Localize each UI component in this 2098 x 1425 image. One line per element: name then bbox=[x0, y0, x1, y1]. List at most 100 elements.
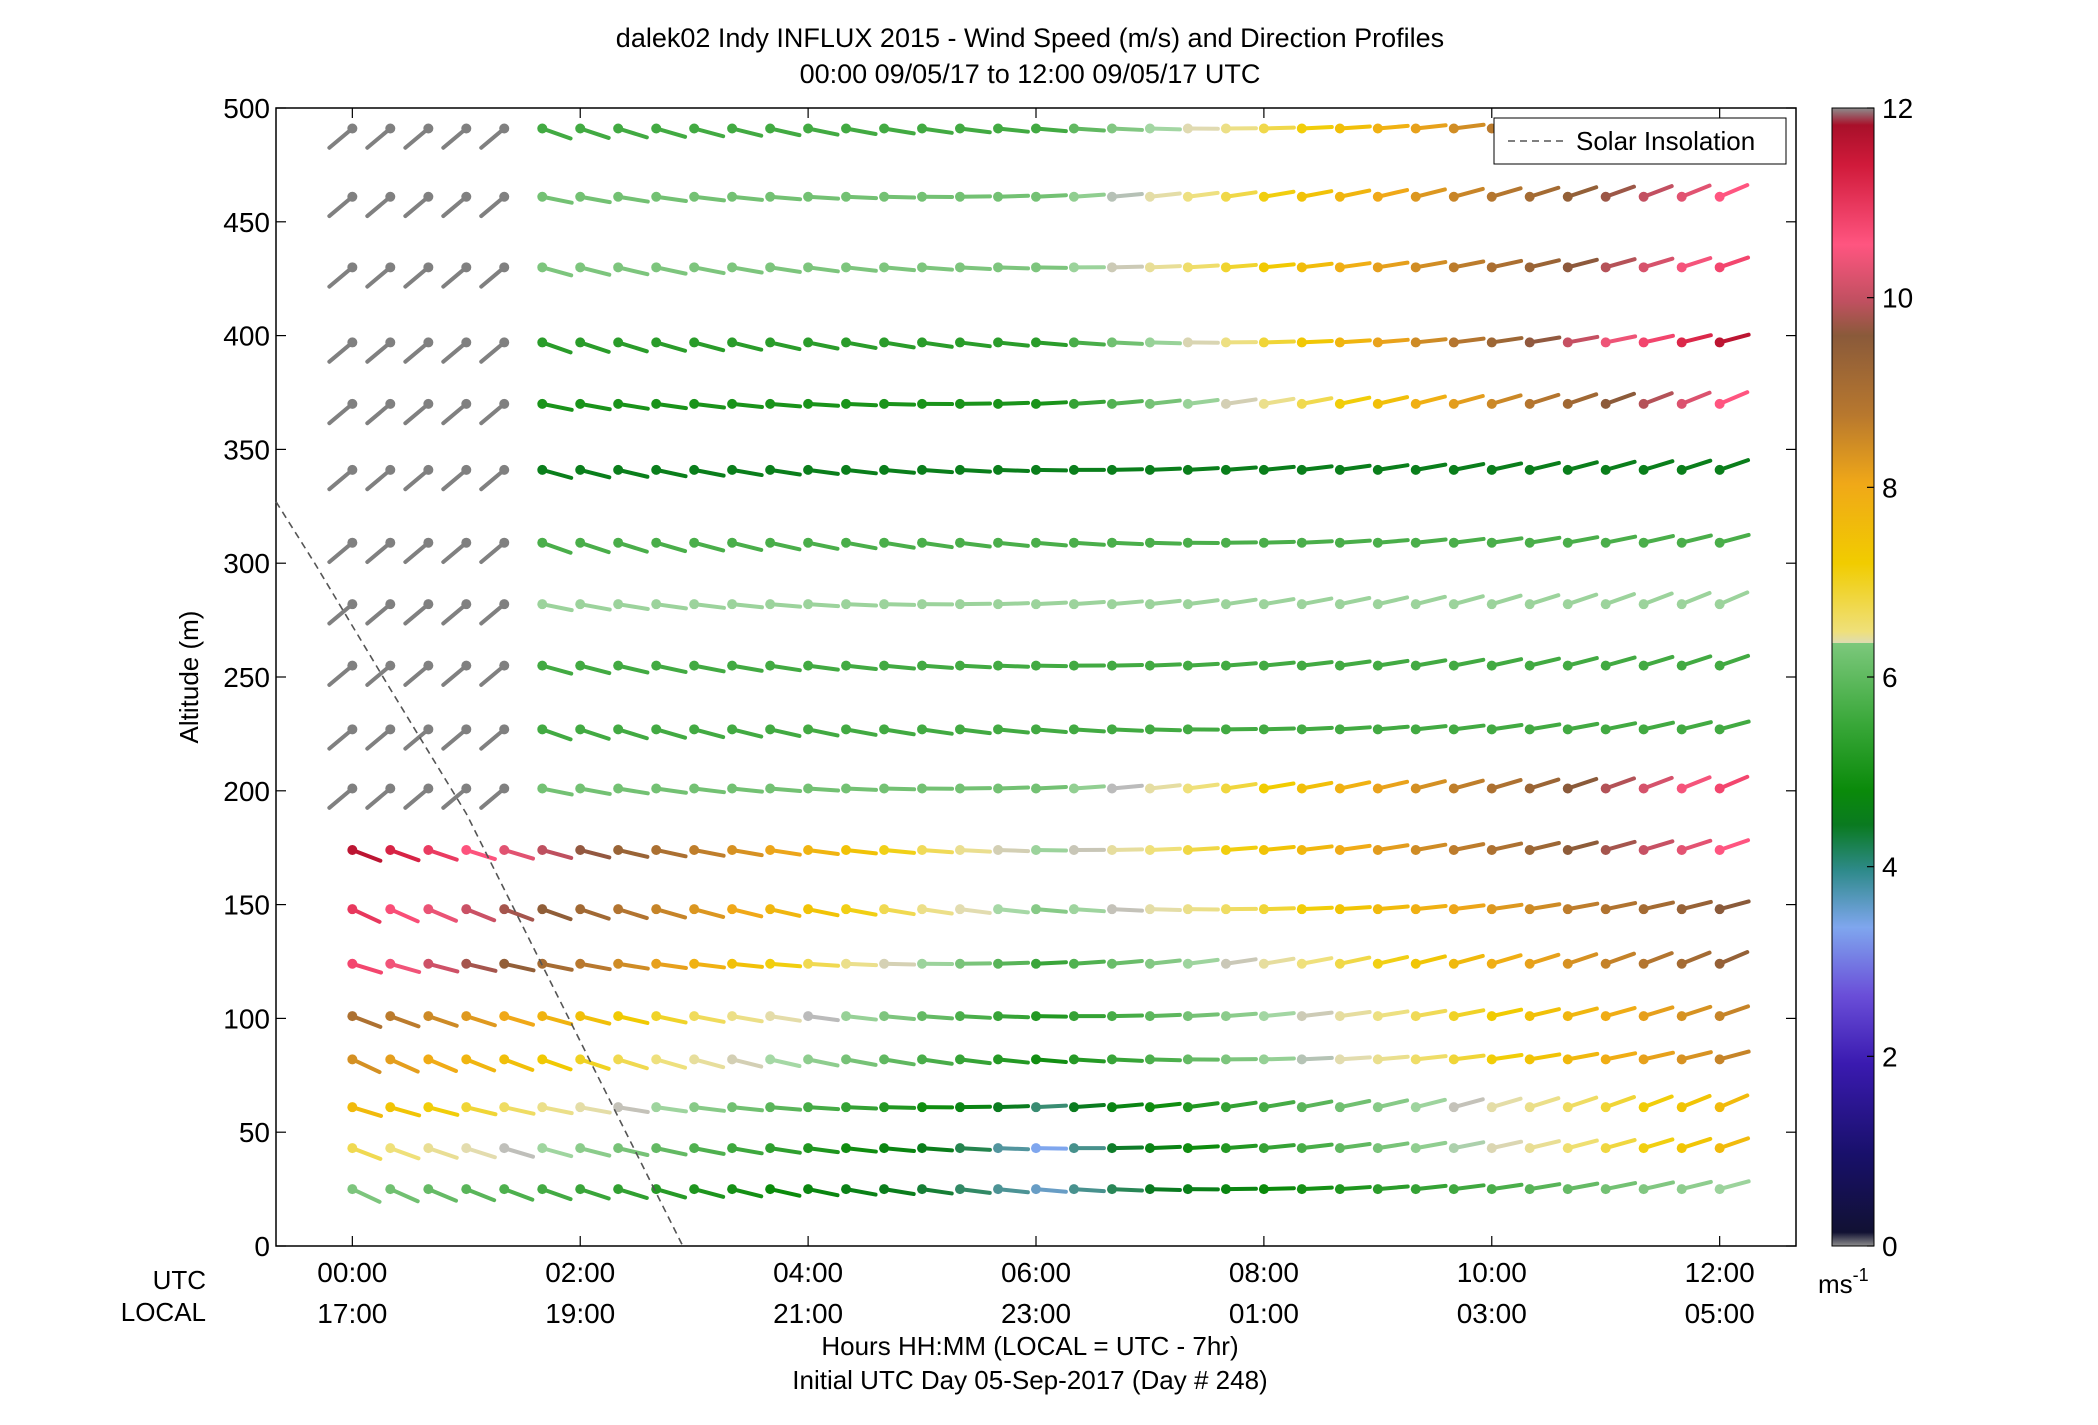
wind-barb bbox=[1641, 1180, 1675, 1192]
wind-barb bbox=[958, 540, 992, 549]
wind-barb-dot bbox=[1182, 844, 1193, 855]
wind-barb-dot bbox=[917, 1102, 928, 1113]
wind-barb bbox=[403, 340, 431, 364]
wind-barb bbox=[654, 1014, 688, 1025]
wind-barb-dot bbox=[955, 844, 965, 855]
wind-barb-dot bbox=[347, 1054, 358, 1065]
wind-barb bbox=[1110, 907, 1144, 913]
wind-barb-dot bbox=[1524, 464, 1535, 475]
wind-barb-dot bbox=[1714, 599, 1725, 610]
wind-barb bbox=[1679, 950, 1712, 966]
wind-barb bbox=[1527, 335, 1562, 345]
wind-barb-dot bbox=[423, 537, 434, 548]
wind-barb bbox=[1299, 261, 1334, 270]
wind-barb bbox=[1261, 726, 1296, 732]
wind-barb-dot bbox=[879, 844, 890, 855]
wind-barb-dot bbox=[537, 398, 548, 409]
wind-barb bbox=[1489, 1096, 1523, 1110]
wind-barb-dot bbox=[1031, 337, 1041, 348]
wind-barb bbox=[1679, 1004, 1713, 1019]
wind-barb bbox=[654, 1105, 688, 1114]
wind-barb bbox=[768, 467, 802, 477]
wind-barb bbox=[806, 467, 840, 476]
wind-barb bbox=[1603, 1051, 1638, 1062]
wind-barb-dot bbox=[1258, 537, 1269, 548]
wind-barb bbox=[958, 340, 992, 349]
wind-barb-dot bbox=[1448, 724, 1459, 735]
wind-barb-dot bbox=[1600, 464, 1611, 475]
wind-barb-dot bbox=[1068, 844, 1079, 855]
wind-barb-dot bbox=[347, 191, 358, 202]
wind-barb-dot bbox=[841, 844, 852, 855]
wind-barb bbox=[1299, 125, 1334, 131]
wind-barb-dot bbox=[1714, 724, 1725, 735]
wind-barb-dot bbox=[993, 724, 1004, 735]
wind-barb-dot bbox=[1714, 1054, 1725, 1065]
wind-barb bbox=[1223, 262, 1258, 270]
wind-barb bbox=[806, 663, 840, 672]
wind-barb bbox=[1451, 903, 1486, 912]
wind-barb bbox=[1034, 1014, 1068, 1019]
wind-barb-dot bbox=[1031, 958, 1041, 969]
wind-barb bbox=[654, 602, 688, 611]
wind-barb-dot bbox=[1296, 398, 1307, 409]
wind-barb-dot bbox=[1068, 1184, 1079, 1195]
wind-barb-dot bbox=[879, 337, 890, 348]
wind-barb bbox=[1489, 841, 1524, 852]
wind-barb bbox=[365, 602, 393, 626]
wind-barb-dot bbox=[651, 599, 662, 610]
wind-barb-dot bbox=[423, 958, 434, 969]
wind-barb-dot bbox=[385, 1184, 396, 1195]
wind-barb bbox=[996, 663, 1031, 669]
wind-barb-dot bbox=[1182, 1054, 1193, 1065]
wind-barb-dot bbox=[1676, 337, 1687, 348]
wind-barb bbox=[479, 194, 507, 219]
wind-barb bbox=[1451, 842, 1486, 852]
wind-barb bbox=[1375, 463, 1410, 472]
wind-barb-dot bbox=[347, 464, 358, 475]
wind-barb bbox=[692, 194, 726, 203]
wind-barb-dot bbox=[1448, 1143, 1459, 1154]
wind-barb-dot bbox=[1562, 844, 1573, 855]
wind-barb-dot bbox=[651, 1011, 662, 1022]
wind-barb-dot bbox=[575, 724, 586, 735]
wind-barb-dot bbox=[1562, 904, 1573, 915]
wind-barb bbox=[692, 663, 726, 674]
wind-barb-dot bbox=[385, 599, 396, 610]
wind-barb bbox=[327, 663, 355, 687]
wind-barb-dot bbox=[1334, 958, 1345, 969]
wind-barb-dot bbox=[1144, 1184, 1155, 1195]
wind-barb bbox=[1261, 660, 1296, 668]
wind-barb bbox=[1375, 1009, 1410, 1019]
wind-barb-dot bbox=[1296, 783, 1307, 794]
wind-barb bbox=[1527, 1139, 1561, 1151]
wind-barb-dot bbox=[613, 1054, 624, 1065]
wind-barb-dot bbox=[1258, 262, 1269, 273]
wind-barb-dot bbox=[879, 1011, 890, 1022]
wind-barb bbox=[1603, 721, 1638, 732]
wind-barb bbox=[1527, 258, 1561, 270]
wind-barb-dot bbox=[461, 1143, 472, 1154]
wind-barb bbox=[692, 727, 726, 740]
wind-barb bbox=[1110, 467, 1144, 472]
wind-barb-dot bbox=[423, 660, 434, 671]
wind-barb-dot bbox=[1372, 1054, 1383, 1065]
wind-barb-dot bbox=[347, 537, 358, 548]
wind-barb bbox=[479, 265, 507, 289]
x-tick-label-local: 19:00 bbox=[545, 1298, 615, 1329]
wind-barb-dot bbox=[1068, 599, 1079, 610]
wind-barb bbox=[768, 1057, 802, 1069]
wind-barb bbox=[1527, 722, 1562, 732]
wind-barb-dot bbox=[879, 599, 890, 610]
wind-barb-dot bbox=[879, 191, 890, 202]
wind-barb bbox=[1071, 1057, 1106, 1064]
wind-barb-dot bbox=[879, 1143, 890, 1154]
wind-barb-dot bbox=[1638, 844, 1649, 855]
wind-barb-dot bbox=[1220, 660, 1231, 671]
wind-barb bbox=[882, 907, 916, 917]
wind-barb bbox=[1223, 845, 1258, 852]
wind-barb-dot bbox=[423, 191, 434, 202]
wind-barb bbox=[996, 727, 1030, 735]
colorbar-tick-label: 6 bbox=[1882, 662, 1898, 693]
wind-barb bbox=[403, 602, 431, 626]
